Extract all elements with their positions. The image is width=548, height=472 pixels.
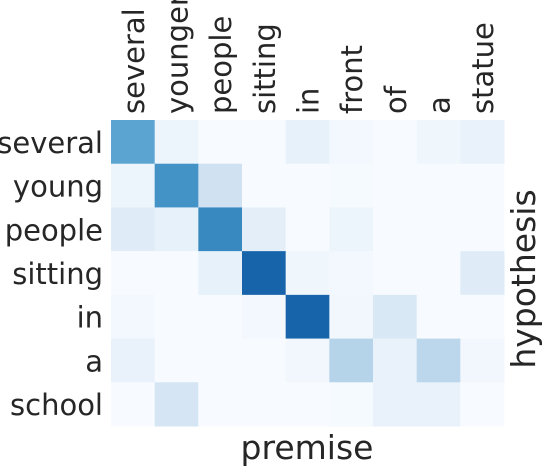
heatmap-cell-school-of <box>373 382 418 427</box>
y-tick-label: sitting <box>12 257 103 291</box>
heatmap-cell-a-a <box>416 338 461 383</box>
heatmap-cell-people-sitting <box>242 207 287 252</box>
heatmap-cell-sitting-statue <box>460 251 505 296</box>
x-tick-labels: several younger people sitting in front of a sta… <box>117 0 500 114</box>
x-tick-label: in <box>292 88 326 114</box>
heatmap-cell-young-several <box>111 163 156 208</box>
heatmap-cell-school-several <box>111 382 156 427</box>
x-tick-label: statue <box>466 22 500 114</box>
x-tick-label: people <box>204 16 238 114</box>
heatmap-cell-young-statue <box>460 163 505 208</box>
heatmap-cell-young-in <box>285 163 330 208</box>
heatmap-cell-a-people <box>198 338 243 383</box>
heatmap-cell-people-statue <box>460 207 505 252</box>
y-tick-label: a <box>85 344 103 378</box>
heatmap-cell-sitting-people <box>198 251 243 296</box>
heatmap-cell-a-in <box>285 338 330 383</box>
heatmap-cell-people-a <box>416 207 461 252</box>
heatmap-cell-several-people <box>198 120 243 165</box>
x-tick-label: younger <box>161 0 195 114</box>
heatmap-cell-sitting-sitting <box>242 251 287 296</box>
y-tick-label: people <box>5 213 103 247</box>
heatmap-cell-in-of <box>373 294 418 340</box>
heatmap-cell-sitting-a <box>416 251 461 296</box>
heatmap-cell-young-a <box>416 163 461 208</box>
heatmap-cell-in-a <box>416 294 461 340</box>
heatmap-cell-young-sitting <box>242 163 287 208</box>
heatmap-cell-people-front <box>329 207 374 252</box>
heatmap-cells <box>111 120 505 427</box>
heatmap-cell-a-of <box>373 338 418 383</box>
y-tick-label: school <box>10 388 103 422</box>
heatmap-cell-several-front <box>329 120 374 165</box>
heatmap-cell-a-sitting <box>242 338 287 383</box>
heatmap-cell-several-in <box>285 120 330 165</box>
heatmap-cell-sitting-in <box>285 251 330 296</box>
heatmap-cell-in-several <box>111 294 156 340</box>
y-tick-label: young <box>13 170 103 204</box>
x-tick-label: front <box>335 45 369 114</box>
x-tick-label: several <box>117 8 151 114</box>
heatmap-cell-people-several <box>111 207 156 252</box>
heatmap-cell-a-several <box>111 338 156 383</box>
heatmap-cell-a-younger <box>154 338 199 383</box>
x-axis-label: premise <box>241 428 374 467</box>
heatmap-cell-young-people <box>198 163 243 208</box>
heatmap-cell-in-people <box>198 294 243 340</box>
heatmap-cell-in-statue <box>460 294 505 340</box>
heatmap-cell-a-front <box>329 338 374 383</box>
heatmap-cell-people-of <box>373 207 418 252</box>
heatmap-cell-young-front <box>329 163 374 208</box>
heatmap-cell-people-younger <box>154 207 199 252</box>
heatmap-cell-a-statue <box>460 338 505 383</box>
heatmap-cell-in-younger <box>154 294 199 340</box>
heatmap-cell-several-of <box>373 120 418 165</box>
y-axis-label: hypothesis <box>504 189 543 368</box>
heatmap-cell-school-front <box>329 382 374 427</box>
heatmap-cell-several-several <box>111 120 156 165</box>
heatmap-cell-school-a <box>416 382 461 427</box>
y-tick-label: several <box>0 126 103 160</box>
heatmap-cell-sitting-front <box>329 251 374 296</box>
heatmap-cell-several-a <box>416 120 461 165</box>
heatmap-cell-in-front <box>329 294 374 340</box>
heatmap-cell-several-younger <box>154 120 199 165</box>
heatmap-cell-sitting-several <box>111 251 156 296</box>
heatmap-cell-school-statue <box>460 382 505 427</box>
heatmap-cell-several-statue <box>460 120 505 165</box>
y-tick-labels: several young people sitting in a school <box>0 126 103 422</box>
x-tick-label: a <box>423 96 457 114</box>
heatmap-cell-people-in <box>285 207 330 252</box>
heatmap-cell-young-younger <box>154 163 199 208</box>
heatmap-cell-in-sitting <box>242 294 287 340</box>
heatmap-cell-in-in <box>285 294 330 340</box>
heatmap-cell-several-sitting <box>242 120 287 165</box>
heatmap-cell-sitting-of <box>373 251 418 296</box>
x-tick-label: of <box>379 85 413 114</box>
heatmap-cell-school-younger <box>154 382 199 427</box>
x-tick-label: sitting <box>248 23 282 114</box>
heatmap-cell-young-of <box>373 163 418 208</box>
heatmap-cell-school-in <box>285 382 330 427</box>
y-tick-label: in <box>77 301 103 335</box>
heatmap-cell-school-people <box>198 382 243 427</box>
heatmap-cell-people-people <box>198 207 243 252</box>
heatmap-cell-school-sitting <box>242 382 287 427</box>
heatmap-cell-sitting-younger <box>154 251 199 296</box>
